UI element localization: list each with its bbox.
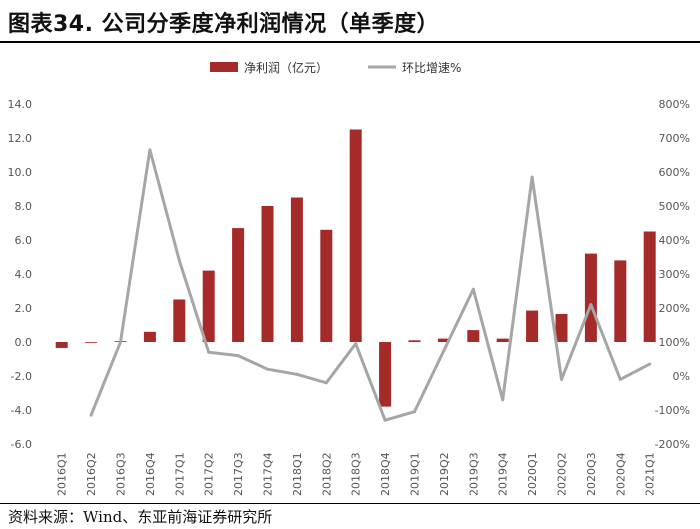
bar-2019Q3: [467, 330, 480, 342]
left-tick-label: 10.0: [8, 166, 33, 179]
bar-2020Q3: [584, 253, 597, 342]
bar-2018Q1: [290, 197, 303, 342]
x-tick-label: 2019Q3: [467, 452, 480, 496]
growth-point-2018Q2: [324, 381, 328, 385]
growth-point-2019Q2: [442, 349, 446, 352]
x-tick-label: 2018Q4: [379, 452, 392, 496]
right-tick-label: 600%: [659, 166, 690, 179]
x-tick-label: 2017Q3: [232, 452, 245, 496]
growth-point-2016Q2: [89, 413, 93, 417]
right-tick-label: 500%: [659, 200, 690, 213]
left-tick-label: -6.0: [11, 438, 32, 451]
bar-2016Q4: [143, 331, 156, 342]
growth-point-2021Q1: [648, 362, 652, 366]
left-tick-label: 2.0: [15, 302, 33, 315]
x-tick-label: 2020Q1: [526, 452, 539, 496]
bar-series: [55, 129, 656, 407]
x-tick-label: 2020Q3: [585, 452, 598, 496]
growth-point-2017Q3: [236, 354, 240, 358]
source-divider: [0, 503, 700, 504]
right-tick-label: 800%: [659, 98, 690, 111]
right-tick-label: 300%: [659, 268, 690, 281]
legend-label-net-profit: 净利润（亿元）: [244, 60, 328, 75]
bar-2018Q4: [379, 342, 392, 407]
right-tick-label: 700%: [659, 132, 690, 145]
bar-2016Q1: [55, 342, 68, 348]
left-tick-label: 8.0: [15, 200, 33, 213]
bar-2016Q2: [85, 342, 98, 343]
figure-title: 图表34. 公司分季度净利润情况（单季度）: [8, 12, 440, 37]
growth-point-2019Q1: [413, 410, 416, 414]
bar-2021Q1: [643, 231, 656, 342]
bar-2019Q2: [437, 338, 450, 342]
growth-point-2016Q4: [148, 148, 152, 152]
x-tick-label: 2017Q4: [262, 452, 275, 496]
bar-2018Q3: [349, 129, 362, 342]
bar-2017Q1: [173, 299, 186, 342]
right-tick-label: -200%: [655, 438, 690, 451]
x-tick-label: 2018Q1: [291, 452, 304, 496]
growth-point-2020Q2: [560, 377, 563, 381]
growth-point-2018Q3: [354, 342, 358, 346]
bar-2019Q4: [496, 338, 509, 342]
x-tick-label: 2019Q1: [409, 452, 422, 496]
left-tick-label: 0.0: [15, 336, 33, 349]
left-tick-label: 6.0: [15, 234, 33, 247]
growth-point-2020Q1: [530, 175, 534, 179]
bar-2017Q2: [202, 270, 215, 342]
x-tick-label: 2018Q3: [350, 452, 363, 496]
x-tick-label: 2021Q1: [644, 452, 657, 496]
legend-swatch-net-profit: [210, 62, 238, 72]
title-divider: [0, 41, 700, 43]
growth-point-2019Q4: [501, 398, 505, 402]
bar-2017Q4: [261, 206, 274, 342]
growth-line: [89, 148, 651, 422]
right-tick-label: 200%: [659, 302, 690, 315]
legend: 净利润（亿元） 环比增速%: [210, 60, 461, 75]
x-tick-label: 2018Q2: [320, 452, 333, 496]
growth-point-2016Q3: [119, 340, 122, 344]
x-tick-label: 2016Q3: [115, 452, 128, 496]
right-tick-label: -100%: [655, 404, 690, 417]
bar-2017Q3: [232, 228, 245, 342]
source-note: 资料来源：Wind、东亚前海证券研究所: [8, 508, 273, 526]
right-tick-label: 100%: [659, 336, 690, 349]
x-tick-label: 2020Q4: [614, 452, 627, 496]
x-tick-label: 2019Q2: [438, 452, 451, 496]
left-axis: -6.0 -4.0 -2.0 0.0 2.0 4.0 6.0 8.0 10.0 12.0 14.0: [8, 98, 33, 451]
line-series: [89, 148, 652, 422]
growth-point-2020Q4: [618, 377, 622, 381]
legend-label-qoq-growth: 环比增速%: [402, 61, 461, 75]
x-tick-label: 2017Q1: [173, 452, 186, 496]
x-tick-label: 2019Q4: [497, 452, 510, 496]
left-tick-label: 4.0: [15, 268, 33, 281]
growth-point-2017Q2: [207, 350, 211, 354]
bar-2020Q4: [614, 260, 627, 342]
left-tick-label: -2.0: [11, 370, 32, 383]
bar-2020Q2: [555, 313, 568, 342]
left-tick-label: 12.0: [8, 132, 33, 145]
growth-point-2018Q4: [383, 418, 387, 422]
x-tick-label: 2020Q2: [556, 452, 569, 496]
left-tick-label: 14.0: [8, 98, 33, 111]
left-tick-label: -4.0: [11, 404, 32, 417]
bar-2018Q2: [320, 229, 333, 342]
x-tick-label: 2016Q1: [56, 452, 69, 496]
growth-point-2019Q3: [471, 287, 475, 291]
right-axis: -200% -100% 0% 100% 200% 300% 400% 500% 600% 700%…: [655, 98, 690, 451]
x-tick-label: 2016Q2: [85, 452, 98, 496]
right-tick-label: 400%: [659, 234, 690, 247]
growth-point-2018Q1: [295, 372, 299, 376]
growth-point-2017Q4: [266, 367, 269, 371]
x-tick-label: 2016Q4: [144, 452, 157, 496]
right-tick-label: 0%: [673, 370, 690, 383]
chart: 净利润（亿元） 环比增速% -6.0 -4.0 -2.0 0.0 2.0 4.0 6.0 8.…: [8, 60, 691, 496]
bar-2019Q1: [408, 340, 421, 342]
growth-point-2017Q1: [177, 258, 181, 262]
growth-point-2020Q3: [589, 303, 593, 307]
x-tick-label: 2017Q2: [203, 452, 216, 496]
bar-2020Q1: [526, 310, 539, 342]
x-axis: 2016Q1 2016Q2 2016Q3 2016Q4 2017Q1 2017Q2 2017…: [56, 452, 657, 496]
